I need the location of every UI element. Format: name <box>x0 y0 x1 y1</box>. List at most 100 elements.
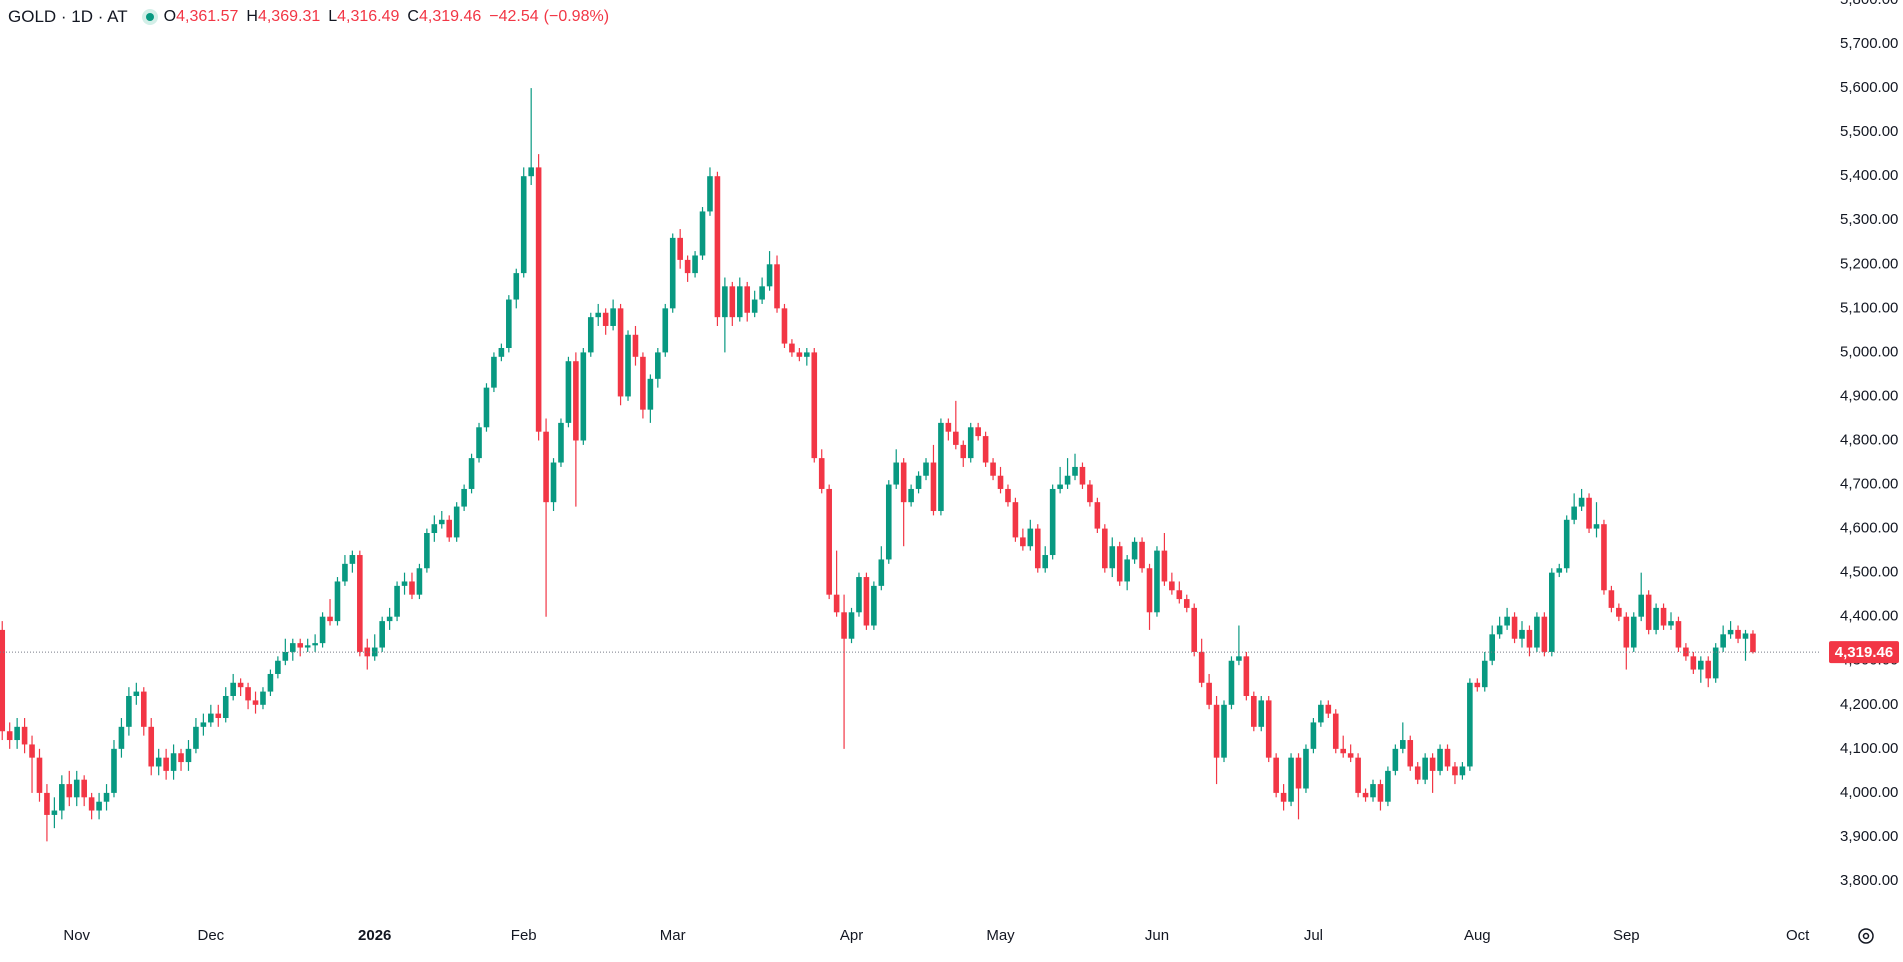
candle-body <box>736 286 743 318</box>
candle-body <box>1370 784 1376 798</box>
change: −42.54 <box>489 8 539 25</box>
candle-body <box>260 691 266 705</box>
candle-body <box>1660 607 1667 626</box>
candle-body <box>1198 651 1205 683</box>
candle-body <box>163 757 169 771</box>
candle-body <box>751 299 758 313</box>
candle-body <box>669 237 676 309</box>
candle-body <box>833 594 840 613</box>
candle-body <box>1355 757 1361 793</box>
candle-body <box>520 176 527 274</box>
candle-body <box>960 444 967 459</box>
candle-body <box>1303 748 1309 789</box>
candle-body <box>848 612 855 639</box>
candle-body <box>1020 537 1026 547</box>
candle-body <box>938 422 944 511</box>
x-tick-label: Aug <box>1464 927 1491 944</box>
candle-body <box>282 651 289 661</box>
candle-body <box>729 286 736 318</box>
candle-body <box>722 286 728 318</box>
candle-body <box>453 506 460 538</box>
candle-body <box>1228 660 1235 705</box>
y-tick-label: 4,500.00 <box>1840 564 1898 581</box>
x-tick-label: Nov <box>63 927 90 944</box>
y-tick-label: 3,800.00 <box>1840 872 1898 889</box>
candle-body <box>1109 546 1116 569</box>
candle-body <box>6 731 13 741</box>
candle-body <box>73 779 80 798</box>
candle-body <box>811 352 818 459</box>
x-tick-label: Jul <box>1304 927 1323 944</box>
candle-body <box>215 713 222 719</box>
candle-body <box>1668 621 1674 626</box>
y-tick-label: 5,000.00 <box>1840 343 1898 360</box>
x-tick-label: Jun <box>1145 927 1169 944</box>
x-tick-label: Apr <box>840 927 863 944</box>
settings-icon[interactable] <box>1858 928 1874 944</box>
x-tick-label: Dec <box>197 927 224 944</box>
candle-body <box>1385 770 1391 802</box>
candle-body <box>51 810 58 815</box>
candle-body <box>297 643 304 648</box>
candle-body <box>573 361 579 441</box>
candle-body <box>222 695 229 719</box>
candle-body <box>44 792 50 815</box>
candle-body <box>349 555 356 564</box>
candle-body <box>1139 541 1145 569</box>
candle-body <box>1586 497 1592 529</box>
candle-body <box>498 347 505 357</box>
candle-body <box>245 687 251 701</box>
candle-body <box>595 312 602 318</box>
candle-body <box>416 568 423 595</box>
y-tick-label: 5,800.00 <box>1840 0 1898 8</box>
candle-body <box>558 422 564 463</box>
candle-body <box>818 458 825 489</box>
candle-body <box>1623 616 1630 648</box>
candle-body <box>1698 660 1704 670</box>
x-tick-label: Oct <box>1786 927 1810 944</box>
candle-body <box>1042 555 1049 569</box>
candle-body <box>1191 607 1198 652</box>
candle-body <box>1161 550 1168 582</box>
candle-body <box>66 784 73 798</box>
candle-body <box>1005 488 1011 503</box>
ohlc-value: 4,361.57 <box>176 8 239 25</box>
y-tick-label: 5,700.00 <box>1840 35 1898 52</box>
candle-body <box>1630 616 1637 648</box>
candle-body <box>841 612 847 639</box>
candle-body <box>1690 656 1697 670</box>
candle-body <box>878 559 885 586</box>
candle-body <box>371 647 378 657</box>
candle-body <box>707 176 713 212</box>
candle-body <box>900 462 907 503</box>
y-tick-label: 3,900.00 <box>1840 828 1898 845</box>
candle-body <box>1258 700 1265 727</box>
y-tick-label: 4,200.00 <box>1840 696 1898 713</box>
last-price-label: 4,319.46 <box>1835 644 1893 661</box>
candle-body <box>1392 748 1399 771</box>
candle-body <box>1362 792 1369 798</box>
candle-body <box>1712 647 1719 679</box>
candle-body <box>1481 660 1488 688</box>
candle-body <box>1578 497 1585 507</box>
candle-body <box>1131 541 1138 560</box>
candle-body <box>431 524 438 534</box>
candle-body <box>1735 629 1741 639</box>
y-tick-label: 5,400.00 <box>1840 167 1898 184</box>
candle-body <box>953 431 959 445</box>
candle-body <box>1549 572 1555 652</box>
candle-body <box>111 748 117 793</box>
candle-body <box>1616 607 1622 617</box>
candle-body <box>1638 594 1645 617</box>
candle-body <box>885 484 892 560</box>
status-dot <box>141 9 158 25</box>
candle-body <box>1474 682 1481 688</box>
candle-body <box>185 748 192 763</box>
candle-body <box>319 616 326 644</box>
candle-body <box>103 792 110 802</box>
candle-body <box>1675 621 1682 648</box>
candle-body <box>1407 740 1414 767</box>
candle-body <box>1653 607 1659 630</box>
candle-body <box>550 462 557 503</box>
candle-body <box>29 744 35 758</box>
